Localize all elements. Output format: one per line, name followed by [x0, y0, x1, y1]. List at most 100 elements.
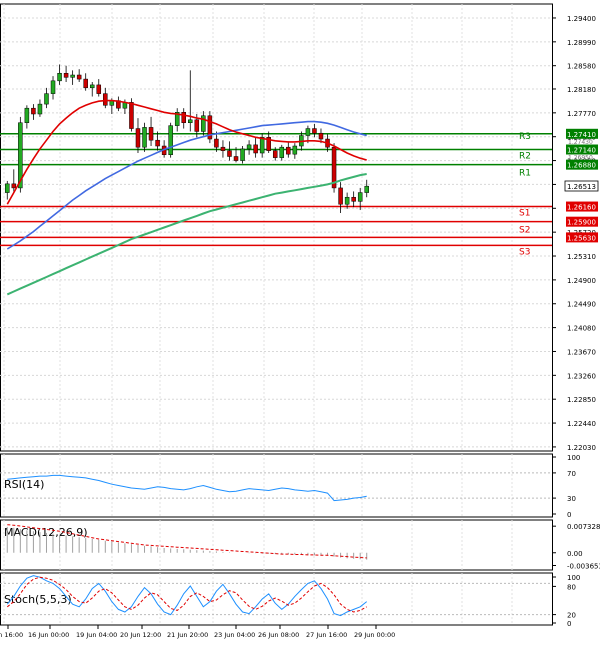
candle-down: [351, 196, 356, 202]
candle-down: [272, 150, 278, 158]
overlap-price-label-r3: 1.27430: [568, 139, 593, 146]
candle-down: [227, 150, 232, 157]
price-tick-label: 1.28180: [567, 86, 596, 94]
candle-up: [5, 183, 10, 193]
candle-down: [31, 107, 36, 115]
time-tick-label: 27 Jun 16:00: [306, 631, 347, 639]
price-tick-label: 1.29400: [567, 15, 596, 23]
candle-up: [70, 74, 75, 78]
macd-pane: 0.007328 0.00 -0.003653 MACD(12,26,9): [0, 519, 600, 571]
candle-up: [357, 192, 363, 202]
candle-down: [194, 119, 200, 132]
candle-up: [344, 196, 350, 205]
level-price-tag: [566, 232, 598, 243]
time-tick-label: 20 Jun 12:00: [120, 631, 161, 639]
candle-up: [201, 115, 206, 132]
price-tick-label: 1.24080: [567, 325, 596, 333]
level-name: R2: [519, 152, 531, 162]
rsi-line: [7, 474, 367, 502]
ma-green-line: [6, 173, 367, 296]
level-price-tag: [566, 216, 598, 227]
time-tick-label: 21 Jun 20:00: [167, 631, 208, 639]
candle-up: [292, 145, 298, 155]
level-price-label: 1.26160: [567, 204, 596, 212]
level-price-tag: [566, 144, 598, 155]
current-price-tag: [564, 180, 599, 192]
indicator-tick-label: 0: [567, 620, 571, 628]
candle-down: [129, 102, 134, 129]
level-price-tag: [566, 201, 598, 212]
candle-down: [63, 73, 69, 78]
indicator-tick-label: 0.007328: [567, 523, 600, 531]
level-price-label: 1.25900: [567, 219, 596, 227]
time-tick-label: 23 Jun 04:00: [214, 631, 255, 639]
indicator-tick-label: 70: [567, 470, 576, 478]
candle-up: [18, 122, 23, 189]
price-tick-label: 1.28580: [567, 63, 596, 71]
candle-up: [44, 93, 49, 105]
candle-down: [312, 128, 317, 134]
price-tick-label: 1.24490: [567, 301, 596, 309]
level-name: S1: [519, 209, 530, 219]
candle-down: [76, 74, 82, 80]
candle-up: [174, 112, 180, 126]
candle-down: [181, 112, 186, 123]
candle-down: [214, 138, 219, 148]
candle-up: [188, 119, 193, 123]
candle-down: [155, 139, 160, 147]
candle-down: [220, 146, 226, 151]
price-tick-label: 1.25310: [567, 253, 596, 261]
candle-down: [286, 146, 291, 155]
indicator-tick-label: 100: [567, 574, 580, 582]
stoch-pane-frame: [0, 572, 553, 626]
candle-up: [37, 103, 43, 115]
macd-signal-line: [7, 524, 367, 559]
candle-up: [305, 128, 311, 136]
stoch-d-line: [6, 576, 367, 613]
level-name: S3: [519, 247, 530, 257]
level-price-label: 1.27410: [567, 131, 596, 139]
candle-down: [103, 93, 108, 106]
level-name: R1: [519, 169, 531, 179]
candle-up: [364, 185, 369, 193]
price-tick-label: 1.22850: [567, 396, 596, 404]
candle-up: [24, 107, 30, 123]
ma-blue-line: [6, 120, 367, 250]
candle-down: [135, 128, 141, 148]
stoch-k-line: [6, 575, 368, 617]
candle-down: [11, 183, 17, 189]
current-price-label: 1.26513: [567, 183, 596, 191]
indicator-tick-label: -0.003653: [567, 563, 600, 571]
candle-up: [57, 73, 62, 82]
price-tick-label: 1.27770: [567, 110, 596, 118]
candle-down: [207, 115, 213, 140]
indicator-tick-label: 80: [567, 583, 576, 591]
indicator-title: Stoch(5,5,3): [4, 593, 72, 606]
indicator-title: RSI(14): [4, 478, 44, 491]
indicator-tick-label: 30: [567, 495, 576, 503]
indicator-title: MACD(12,26,9): [4, 526, 88, 539]
candle-up: [246, 144, 252, 150]
indicator-tick-label: 20: [567, 612, 576, 620]
level-price-tag: [566, 159, 598, 170]
candle-down: [266, 137, 271, 151]
level-name: R3: [519, 132, 531, 142]
candle-up: [89, 84, 95, 89]
candle-up: [259, 137, 265, 154]
candle-down: [318, 132, 324, 140]
price-pane-frame: [0, 3, 553, 452]
price-tick-label: 1.23670: [567, 348, 596, 356]
indicator-tick-label: 0.00: [567, 550, 583, 558]
level-price-label: 1.25630: [567, 234, 596, 242]
indicator-tick-label: 0: [567, 511, 571, 519]
price-tick-label: 1.24900: [567, 277, 596, 285]
price-tick-label: 1.28990: [567, 39, 596, 47]
candle-down: [338, 187, 343, 205]
candle-up: [279, 146, 285, 158]
rsi-pane: 100 70 30 0 RSI(14): [0, 453, 580, 519]
time-tick-label: 19 Jun 04:00: [76, 631, 117, 639]
candle-down: [83, 78, 88, 89]
